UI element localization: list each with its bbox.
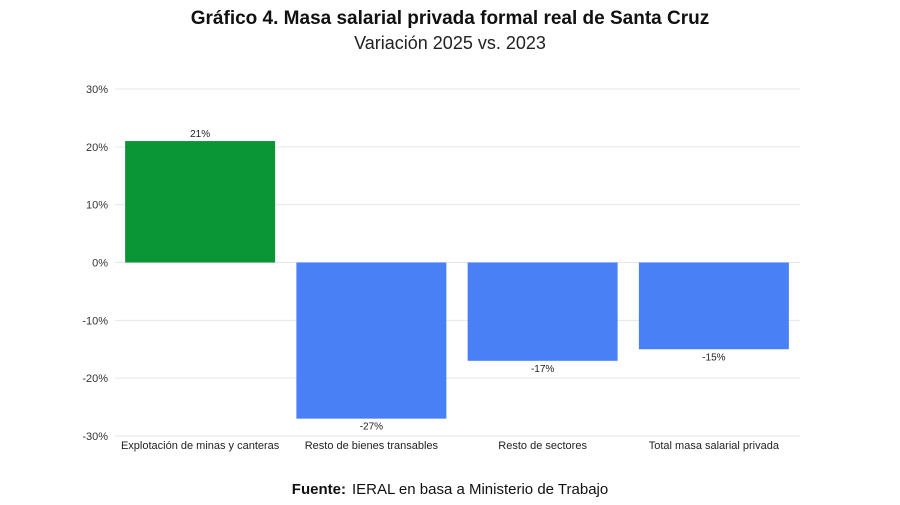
bar: [125, 141, 276, 263]
chart-title: Gráfico 4. Masa salarial privada formal …: [190, 8, 710, 29]
bar: [467, 262, 618, 361]
y-tick-label: -20%: [82, 373, 108, 385]
category-label: Resto de bienes transables: [305, 440, 439, 452]
y-tick-label: -30%: [82, 431, 108, 443]
bar: [638, 262, 789, 350]
bar: [296, 262, 447, 419]
source-text: IERAL en basa a Ministerio de Trabajo: [351, 481, 609, 498]
data-label: -15%: [702, 352, 725, 363]
y-tick-label: 0%: [92, 258, 108, 270]
bar-chart: 30% 20% 10% 0% -10% -20% -30% 21% Explotación de…: [82, 84, 800, 452]
source-note: Fuente: IERAL en basa a Ministerio de Tra…: [0, 481, 900, 498]
chart-subtitle: Variación 2025 vs. 2023: [354, 33, 546, 53]
category-label: Explotación de minas y canteras: [121, 440, 280, 452]
y-tick-label: -10%: [82, 315, 108, 327]
data-label: -17%: [531, 364, 554, 375]
y-tick-label: 10%: [86, 200, 108, 212]
data-label: 21%: [190, 129, 210, 140]
source-label: Fuente:: [291, 481, 346, 498]
y-tick-label: 20%: [86, 142, 108, 154]
category-label: Total masa salarial privada: [649, 440, 780, 452]
category-label: Resto de sectores: [498, 440, 587, 452]
data-label: -27%: [360, 422, 383, 433]
y-tick-label: 30%: [86, 84, 108, 96]
